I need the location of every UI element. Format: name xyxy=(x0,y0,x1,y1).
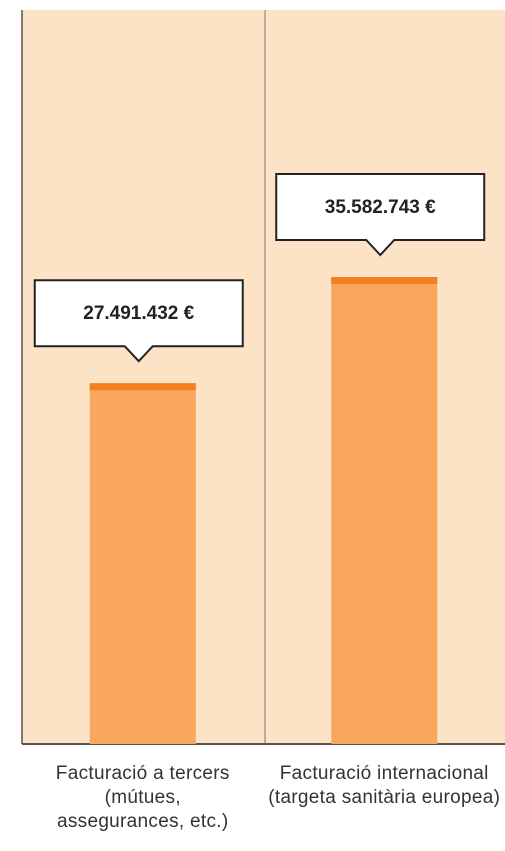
callout xyxy=(33,279,244,363)
bar-cap xyxy=(89,383,196,391)
bar xyxy=(331,277,438,744)
bar-cap xyxy=(331,277,438,284)
x-tick-label: Facturació internacional (targeta sanità… xyxy=(268,763,501,808)
bar xyxy=(89,383,196,744)
callout xyxy=(275,173,486,257)
value-label: 35.582.743 € xyxy=(325,197,436,218)
value-label: 27.491.432 € xyxy=(83,303,194,324)
x-tick-label: Facturació a tercers (mútues, asseguranc… xyxy=(55,763,230,832)
